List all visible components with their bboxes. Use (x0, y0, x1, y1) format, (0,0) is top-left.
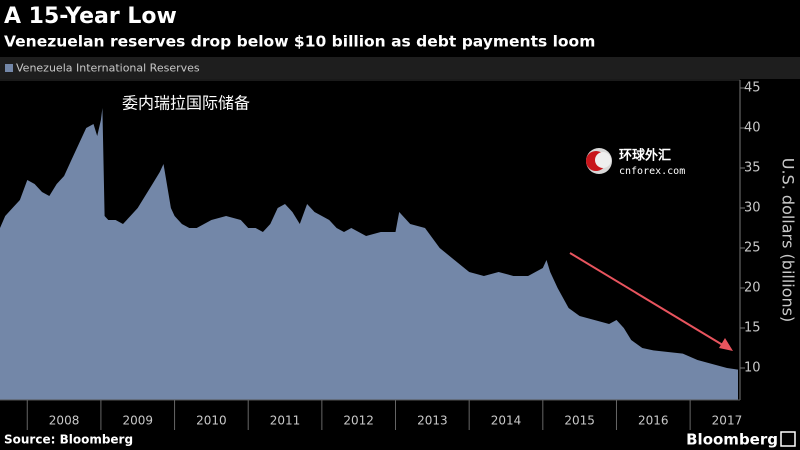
y-tick-label: 30 (744, 201, 761, 216)
legend-label: Venezuela International Reserves (16, 62, 200, 75)
logo: Bloomberg (686, 431, 778, 449)
y-tick-label: 35 (744, 161, 761, 176)
x-tick-label: 2013 (417, 414, 448, 428)
watermark-text: cnforex.com (619, 166, 685, 177)
trend-arrow (569, 252, 727, 348)
area (0, 108, 738, 400)
y-tick-label: 40 (744, 121, 761, 136)
x-tick-label: 2008 (49, 414, 80, 428)
annotation: 委内瑞拉国际储备 (122, 94, 250, 113)
y-axis-label: U.S. dollars (billions) (779, 158, 798, 322)
x-tick-label: 2014 (491, 414, 522, 428)
x-tick-label: 2011 (270, 414, 301, 428)
chart-title: A 15-Year Low (4, 4, 177, 29)
y-tick-label: 45 (744, 81, 761, 96)
watermark-icon (595, 152, 611, 168)
y-tick-label: 25 (744, 241, 761, 256)
trend-arrow-head (719, 338, 733, 351)
x-tick-label: 2012 (343, 414, 374, 428)
source: Source: Bloomberg (4, 433, 133, 447)
y-tick-label: 10 (744, 361, 761, 376)
x-tick-label: 2015 (564, 414, 595, 428)
legend-band (0, 57, 800, 79)
legend-swatch (5, 64, 13, 72)
x-tick-label: 2010 (196, 414, 227, 428)
watermark-text: 环球外汇 (619, 148, 671, 164)
chart-subtitle: Venezuelan reserves drop below $10 billi… (4, 33, 595, 51)
x-tick-label: 2017 (712, 414, 743, 428)
x-tick-label: 2009 (122, 414, 153, 428)
y-tick-label: 15 (744, 321, 761, 336)
y-tick-label: 20 (744, 281, 761, 296)
logo-icon (780, 431, 796, 447)
x-tick-label: 2016 (638, 414, 669, 428)
